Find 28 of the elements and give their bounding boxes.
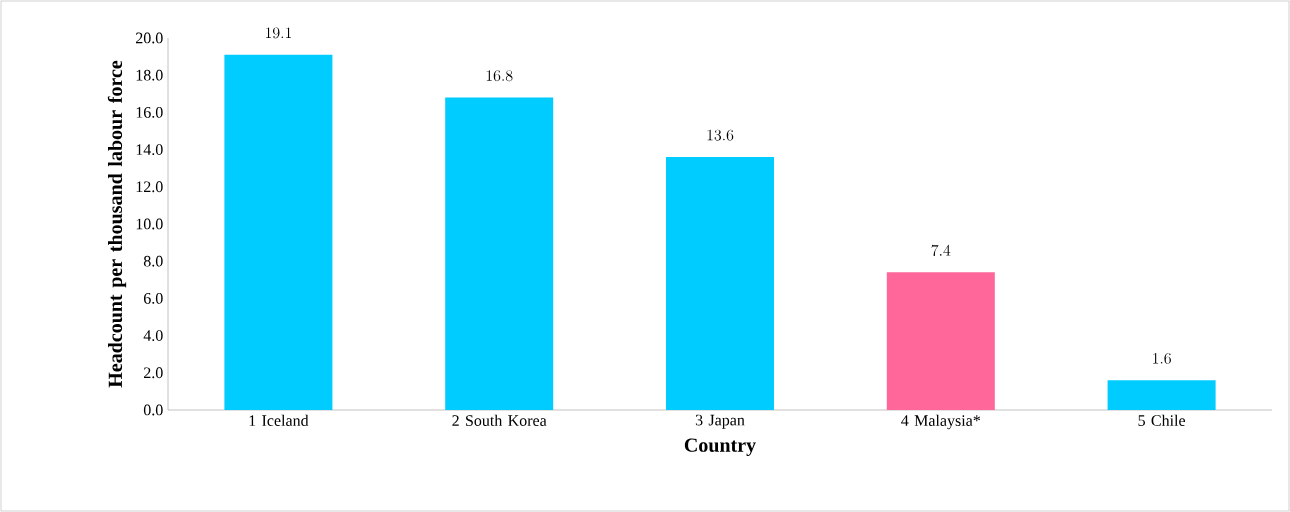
x-tick-label: 2 South Korea (452, 414, 547, 426)
y-tick-label: 18.0 (136, 69, 163, 81)
x-axis-title: Country (684, 438, 756, 456)
data-label: 13.6 (707, 129, 734, 141)
bar (886, 272, 995, 410)
x-tick-label: 5 Chile (1138, 414, 1186, 426)
data-label: 7.4 (931, 244, 951, 256)
y-tick-label: 0.0 (143, 404, 163, 416)
y-tick-label: 10.0 (136, 218, 163, 230)
y-axis-title: Headcount per thousand labour force (107, 60, 127, 388)
bar (1107, 380, 1216, 410)
bar (224, 54, 333, 410)
x-tick-label: 3 Japan (695, 414, 745, 429)
data-label: 16.8 (486, 70, 513, 82)
x-tick-label: 4 Malaysia* (901, 414, 981, 430)
bar (445, 97, 554, 410)
y-tick-label: 12.0 (136, 181, 163, 193)
y-tick-label: 4.0 (143, 330, 163, 342)
y-tick-label: 6.0 (143, 292, 163, 304)
bar (666, 157, 774, 410)
y-tick-label: 16.0 (136, 106, 163, 118)
data-label: 19. 1 (265, 27, 292, 39)
y-tick-label: 2.0 (144, 367, 163, 379)
x-tick-label: 1 Iceland (249, 414, 309, 426)
y-tick-label: 14.0 (136, 144, 163, 156)
data-label: 1 .6 (1153, 352, 1171, 364)
y-tick-label: 20.0 (136, 32, 163, 44)
y-tick-label: 8.0 (143, 255, 163, 267)
